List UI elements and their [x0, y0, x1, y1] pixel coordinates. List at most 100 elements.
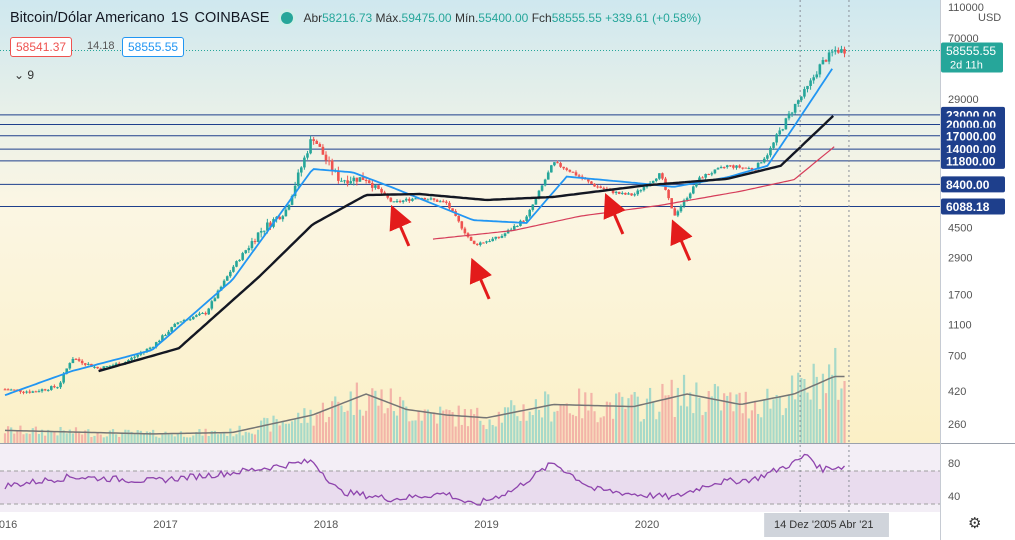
open-label: Abr — [303, 11, 323, 25]
candle-body — [599, 186, 603, 188]
symbol-name[interactable]: Bitcoin/Dólar Americano — [10, 10, 165, 26]
candle-body — [136, 354, 140, 357]
candle-body — [448, 202, 451, 209]
volume-bar — [652, 401, 655, 443]
volume-bar — [562, 405, 565, 443]
candle-body — [460, 221, 464, 229]
time-marker-label: 05 Abr '21 — [824, 519, 873, 531]
volume-bar — [432, 412, 436, 443]
volume-bar — [68, 429, 71, 443]
candle-body — [636, 190, 640, 195]
volume-bar — [186, 437, 189, 443]
candle-body — [568, 169, 572, 172]
time-tick: 2020 — [635, 519, 659, 531]
volume-bar — [10, 427, 13, 443]
candle-body — [6, 389, 10, 391]
indicators-toggle[interactable]: ⌄ 9 — [14, 68, 34, 82]
volume-bar — [62, 430, 65, 443]
volume-bar — [800, 377, 803, 443]
volume-bar — [760, 417, 763, 443]
candle-body — [472, 240, 476, 244]
candle-body — [201, 312, 204, 314]
volume-bar — [540, 417, 544, 443]
currency-label: USD — [978, 12, 1001, 24]
volume-bar — [241, 435, 244, 443]
volume-bar — [426, 409, 429, 443]
candle-body — [28, 391, 31, 393]
candle-body — [167, 331, 170, 336]
candle-body — [642, 186, 646, 191]
gear-icon[interactable]: ⚙ — [968, 515, 982, 532]
volume-bar — [689, 392, 692, 443]
candle-body — [253, 241, 257, 243]
candle-body — [756, 162, 760, 170]
candle-body — [750, 168, 754, 170]
volume-bar — [590, 392, 593, 443]
candle-body — [738, 165, 741, 168]
candle-body — [71, 358, 75, 364]
price-tick: 110000 — [948, 2, 984, 14]
candle-body — [630, 193, 633, 196]
candle-body — [463, 228, 467, 234]
candle-body — [803, 89, 806, 97]
volume-ma-line — [4, 375, 845, 435]
candle-body — [229, 271, 232, 277]
volume-bar — [278, 425, 281, 443]
volume-bar — [701, 415, 704, 443]
price-axis[interactable]: 23000.0020000.0017000.0014000.0011800.00… — [941, 2, 1005, 503]
buy-price-button[interactable]: 58555.55 — [122, 37, 185, 57]
volume-bar — [615, 393, 618, 443]
interval-label[interactable]: 1S — [170, 10, 189, 26]
volume-bar — [207, 436, 210, 443]
level-label: 17000.00 — [946, 129, 996, 143]
candle-body — [494, 236, 498, 239]
candle-body — [343, 180, 346, 182]
candle-body — [611, 189, 615, 193]
candle-body — [216, 290, 220, 299]
candle-body — [349, 181, 352, 184]
ma-line-blue — [4, 68, 833, 397]
candle-body — [772, 142, 775, 148]
candle-body — [315, 140, 319, 144]
volume-bar — [324, 422, 328, 443]
level-label-box — [941, 127, 1005, 144]
price-tick: 29000 — [948, 94, 979, 106]
candle-body — [685, 198, 689, 201]
candle-body — [744, 167, 748, 169]
candle-body — [74, 358, 78, 360]
candle-body — [639, 190, 643, 192]
volume-bar — [300, 423, 303, 443]
candle-body — [377, 185, 380, 189]
volume-bar — [803, 378, 806, 443]
volume-bar — [781, 415, 784, 443]
sell-price-button[interactable]: 58541.37 — [10, 37, 73, 57]
volume-bar — [479, 420, 482, 443]
volume-bar — [260, 420, 263, 443]
candle-body — [398, 201, 402, 203]
arrow-icon — [469, 257, 492, 300]
candle-body — [534, 197, 538, 205]
candle-body — [284, 209, 288, 217]
candle-body — [815, 74, 819, 78]
candle-body — [645, 186, 649, 188]
volume-bar — [639, 421, 642, 443]
chart-header: Bitcoin/Dólar Americano 1S COINBASE Abr5… — [10, 10, 701, 26]
volume-bar — [284, 423, 287, 443]
volume-bar — [411, 420, 414, 443]
candle-body — [31, 391, 35, 393]
volume-bar — [247, 432, 250, 443]
volume-bar — [834, 347, 837, 443]
volume-bar — [642, 419, 646, 443]
volume-bar — [525, 420, 528, 443]
volume-bar — [152, 429, 155, 443]
candle-body — [716, 168, 720, 170]
volume-bar — [6, 426, 10, 443]
price-tick: 1100 — [948, 320, 972, 332]
volume-bar — [170, 434, 173, 443]
volume-bar — [593, 411, 596, 443]
volume-bar — [121, 432, 124, 443]
rsi-band — [0, 471, 940, 504]
candle-body — [46, 389, 50, 391]
